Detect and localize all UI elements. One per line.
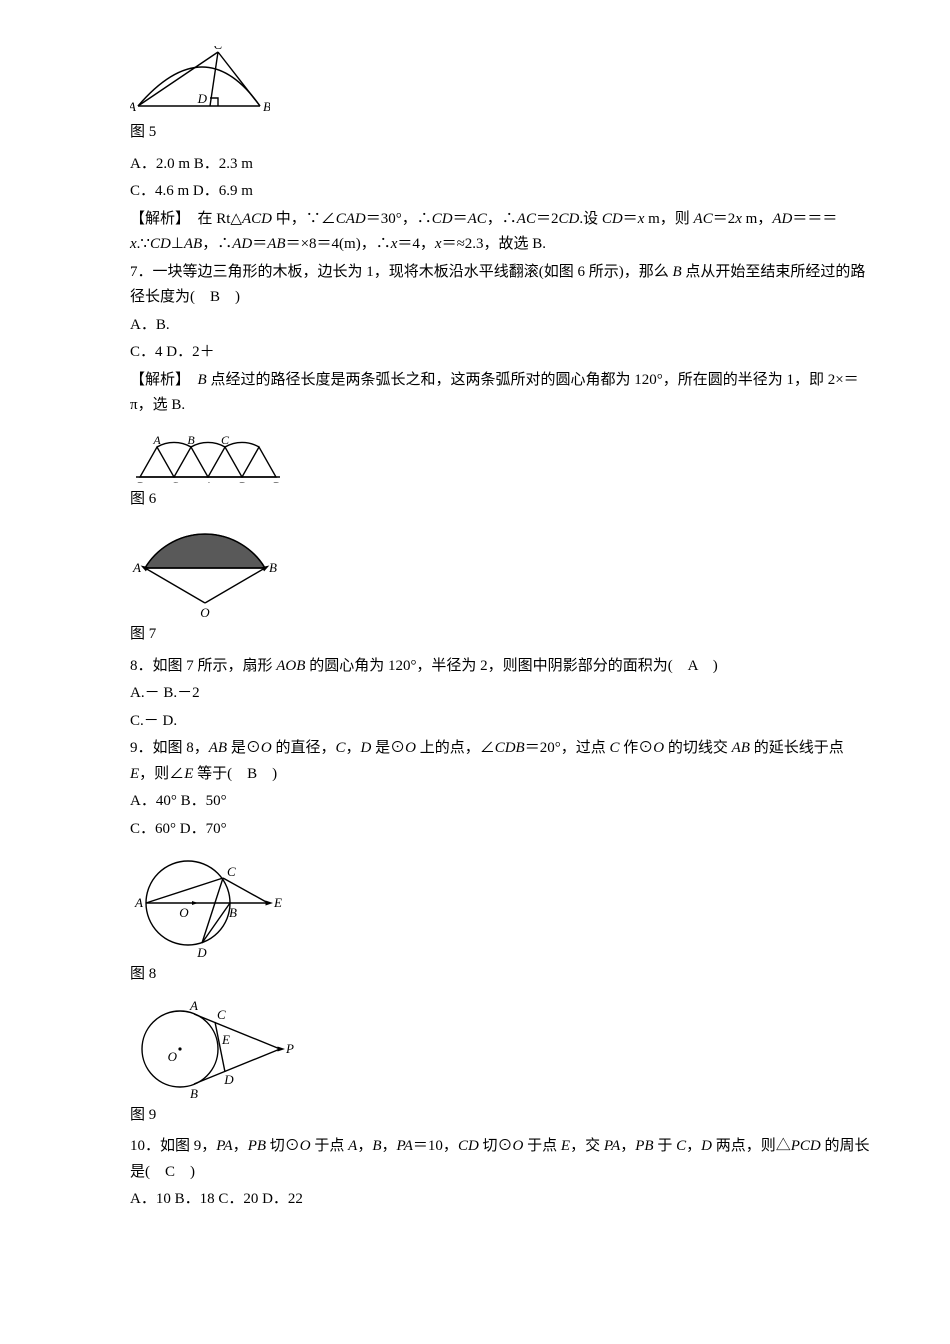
- q7-explanation: 【解析】 B 点经过的路径长度是两条弧长之和，这两条弧所对的圆心角都为 120°…: [130, 368, 870, 419]
- q6-expl-body-23: x: [130, 236, 137, 252]
- q8-stem: 8．如图 7 所示，扇形 AOB 的圆心角为 120°，半径为 2，则图中阴影部…: [130, 654, 870, 680]
- q6-expl-body-12: .设: [579, 211, 602, 227]
- svg-text:E: E: [273, 895, 282, 910]
- svg-text:B: B: [190, 1086, 198, 1099]
- svg-text:E: E: [221, 1032, 230, 1047]
- q6-expl-body-28: ，∴: [202, 236, 232, 252]
- q6-explanation: 【解析】 在 Rt△ACD 中，∵∠CAD＝30°，∴CD＝AC，∴AC＝2CD…: [130, 207, 870, 258]
- figure-5: A B C D: [130, 46, 870, 116]
- figure-8: A B C D E O: [130, 848, 870, 958]
- q6-expl-body-8: ，∴: [487, 211, 517, 227]
- q6-opt-cd: C．4.6 m D．6.9 m: [130, 179, 870, 205]
- svg-text:D: D: [197, 91, 208, 106]
- svg-text:B: B: [229, 905, 237, 920]
- q6-expl-body-27: AB: [184, 236, 202, 252]
- fig7-label: 图 7: [130, 622, 870, 648]
- svg-text:O: O: [200, 605, 210, 618]
- q6-expl-body-36: ＝≈2.3，故选 B.: [442, 236, 547, 252]
- figure-9: A B C D E P O: [130, 994, 870, 1099]
- q6-expl-body-17: AC: [694, 211, 713, 227]
- figure-6: A B B C C A B B: [130, 425, 870, 483]
- svg-text:A: A: [189, 998, 198, 1013]
- fig8-label: 图 8: [130, 962, 870, 988]
- q6-expl-body-14: ＝: [623, 211, 638, 227]
- q9-stem: 9．如图 8，AB 是⊙O 的直径，C，D 是⊙O 上的点，∠CDB＝20°，过…: [130, 736, 870, 787]
- fig7-svg: A B O: [130, 518, 280, 618]
- svg-text:B: B: [136, 478, 144, 482]
- svg-text:C: C: [221, 433, 230, 447]
- q6-expl-body-21: AD: [772, 211, 792, 227]
- fig6-label: 图 6: [130, 487, 870, 513]
- svg-text:A: A: [134, 895, 143, 910]
- q6-expl-body-34: ＝4，: [397, 236, 435, 252]
- figure-7: A B O: [130, 518, 870, 618]
- q9-opt-cd: C．60° D．70°: [130, 817, 870, 843]
- q6-expl-body-35: x: [435, 236, 442, 252]
- q6-expl-body-11: CD: [558, 211, 579, 227]
- svg-text:C: C: [227, 864, 236, 879]
- expl-prefix: 【解析】 在 Rt△: [130, 211, 242, 227]
- q6-expl-body-20: m，: [742, 211, 772, 227]
- fig6-svg: A B B C C A B B: [130, 425, 300, 483]
- svg-text:A: A: [203, 478, 212, 482]
- svg-text:O: O: [179, 905, 189, 920]
- q6-expl-body-29: AD: [232, 236, 252, 252]
- svg-text:A: A: [132, 560, 141, 575]
- q6-expl-body-24: .∵: [137, 236, 150, 252]
- svg-text:O: O: [168, 1049, 178, 1064]
- svg-text:C: C: [170, 478, 179, 482]
- q6-expl-body-16: m，则: [644, 211, 693, 227]
- q6-expl-body-32: ＝×8＝4(m)，∴: [286, 236, 391, 252]
- q7-opt-ab: A．B.: [130, 313, 870, 339]
- q6-expl-body-22: ＝＝＝: [792, 211, 837, 227]
- q6-expl-body-26: ⊥: [171, 236, 184, 252]
- q6-expl-body-10: ＝2: [536, 211, 559, 227]
- q10-opts: A．10 B．18 C．20 D．22: [130, 1187, 870, 1213]
- svg-text:D: D: [223, 1072, 234, 1087]
- q6-opt-ab: A．2.0 m B．2.3 m: [130, 152, 870, 178]
- svg-text:B: B: [272, 478, 280, 482]
- fig9-svg: A B C D E P O: [130, 994, 300, 1099]
- q6-expl-body-9: AC: [517, 211, 536, 227]
- q6-expl-body-7: AC: [468, 211, 487, 227]
- q6-expl-body-31: AB: [267, 236, 285, 252]
- q8-opt-ab: A.－ B.－2: [130, 681, 870, 707]
- q6-expl-body-6: ＝: [453, 211, 468, 227]
- q6-expl-body-18: ＝2: [713, 211, 736, 227]
- svg-text:D: D: [196, 945, 207, 958]
- q9-opt-ab: A．40° B．50°: [130, 789, 870, 815]
- q6-expl-body-19: x: [735, 211, 742, 227]
- fig9-label: 图 9: [130, 1103, 870, 1129]
- q10-stem: 10．如图 9，PA，PB 切⊙O 于点 A，B，PA＝10，CD 切⊙O 于点…: [130, 1134, 870, 1185]
- svg-text:P: P: [285, 1041, 294, 1056]
- svg-text:B: B: [263, 99, 270, 114]
- q6-expl-body-5: CD: [432, 211, 453, 227]
- svg-text:C: C: [214, 46, 223, 52]
- q7-opt-cd: C．4 D．2＋: [130, 340, 870, 366]
- q6-expl-body-2: 中，∵∠: [272, 211, 336, 227]
- q6-expl-body-1: ACD: [242, 211, 272, 227]
- svg-text:A: A: [130, 99, 136, 114]
- q6-expl-body-13: CD: [602, 211, 623, 227]
- svg-text:C: C: [217, 1007, 226, 1022]
- svg-text:B: B: [269, 560, 277, 575]
- svg-text:A: A: [152, 433, 161, 447]
- q6-expl-body-3: CAD: [336, 211, 366, 227]
- q6-expl-body-25: CD: [150, 236, 171, 252]
- q6-expl-body-30: ＝: [252, 236, 267, 252]
- fig8-svg: A B C D E O: [130, 848, 290, 958]
- q6-expl-body-4: ＝30°，∴: [366, 211, 432, 227]
- fig5-label: 图 5: [130, 120, 870, 146]
- q8-opt-cd: C.－ D.: [130, 709, 870, 735]
- q7-stem: 7．一块等边三角形的木板，边长为 1，现将木板沿水平线翻滚(如图 6 所示)，那…: [130, 260, 870, 311]
- svg-text:B: B: [187, 433, 195, 447]
- svg-text:B: B: [238, 478, 246, 482]
- fig5-svg: A B C D: [130, 46, 270, 116]
